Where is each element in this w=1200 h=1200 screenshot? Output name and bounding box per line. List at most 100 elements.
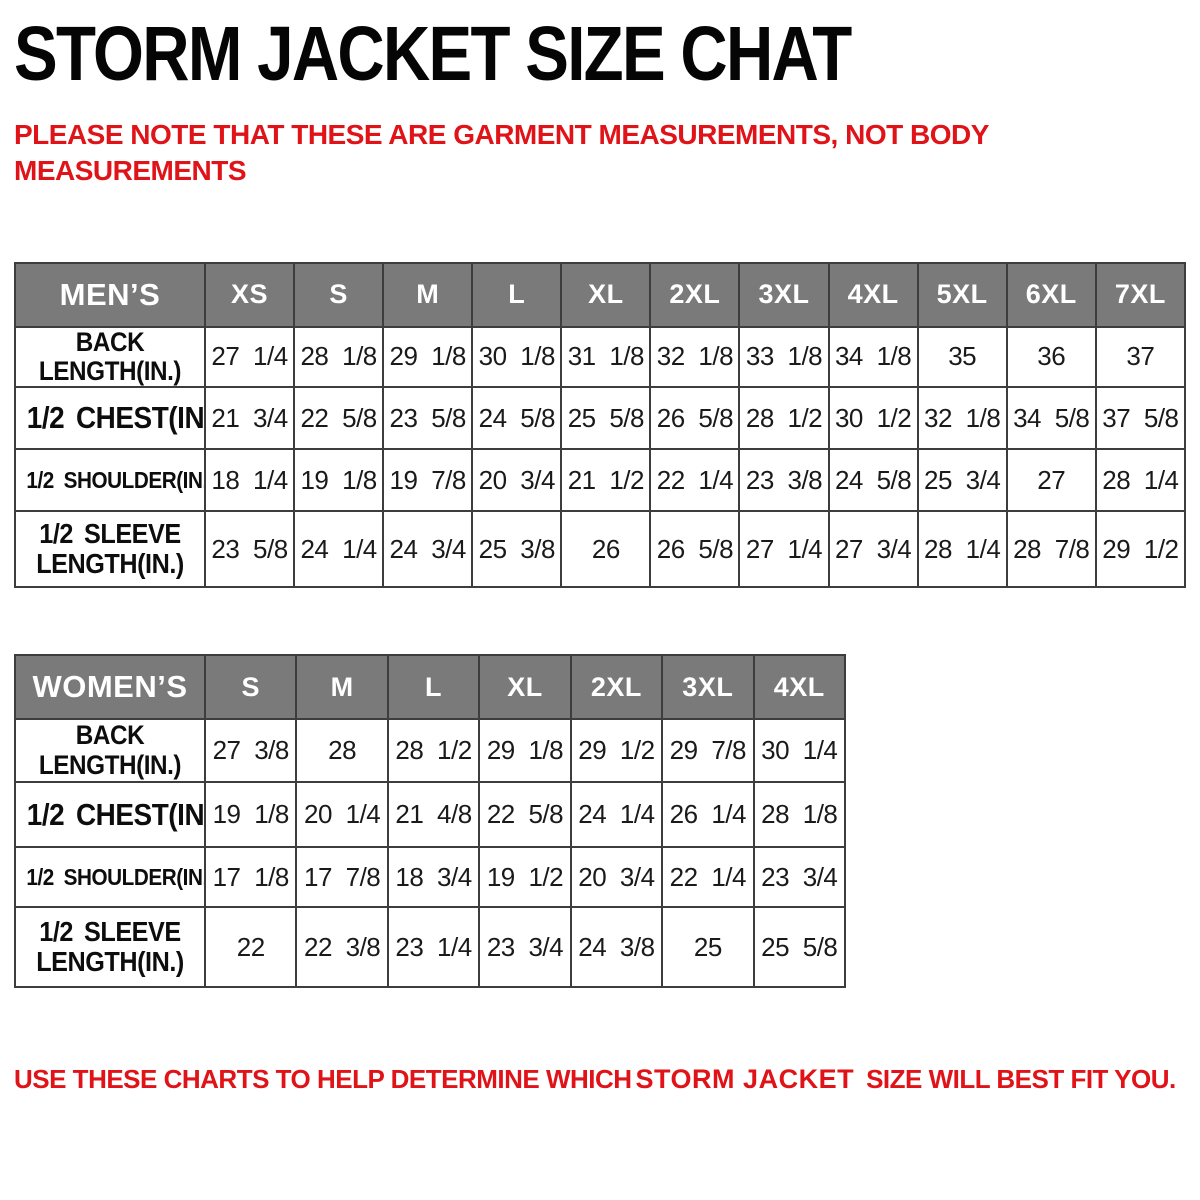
page-title-text: STORM JACKET SIZE CHAT bbox=[14, 11, 852, 97]
measurement-row: 1/2 CHEST(IN.) 19 1/8 20 1/4 21 4/8 22 5/8 24… bbox=[14, 781, 847, 849]
measurement-cell: 26 bbox=[560, 510, 652, 589]
measurement-cell: 28 1/4 bbox=[1094, 448, 1187, 513]
row-label: 1/2 CHEST(IN.) bbox=[14, 781, 206, 849]
measurement-cell: 37 bbox=[1094, 325, 1187, 389]
measurement-cell: 25 5/8 bbox=[560, 386, 652, 451]
measurement-cell: 25 5/8 bbox=[752, 906, 847, 989]
measurement-cell: 24 1/4 bbox=[569, 781, 664, 849]
size-column-header: L bbox=[471, 261, 563, 328]
measurement-cell: 30 1/2 bbox=[827, 386, 919, 451]
measurement-cell: 32 1/8 bbox=[649, 325, 741, 389]
measurement-cell: 19 1/8 bbox=[203, 781, 298, 849]
measurement-cell: 25 3/8 bbox=[471, 510, 563, 589]
size-column-header: 6XL bbox=[1005, 261, 1097, 328]
row-label: 1/2 SLEEVE LENGTH(IN.) bbox=[14, 510, 206, 589]
measurement-cell: 22 1/4 bbox=[649, 448, 741, 513]
measurement-cell: 30 1/4 bbox=[752, 718, 847, 784]
note-line-1: PLEASE NOTE THAT THESE ARE GARMENT MEASU… bbox=[14, 119, 989, 150]
note-line-2: MEASUREMENTS bbox=[14, 155, 247, 187]
measurement-cell: 19 1/2 bbox=[478, 846, 572, 909]
measurement-row: 1/2 SHOULDER(IN.) 18 1/4 19 1/8 19 7/8 20 3/… bbox=[14, 448, 1187, 513]
measurement-row: 1/2 CHEST(IN.) 21 3/4 22 5/8 23 5/8 24 5/8 25… bbox=[14, 386, 1187, 451]
size-column-header: 4XL bbox=[827, 261, 919, 328]
measurement-cell: 20 3/4 bbox=[569, 846, 664, 909]
measurement-cell: 28 1/8 bbox=[293, 325, 385, 389]
measurement-cell: 24 3/8 bbox=[569, 906, 664, 989]
size-column-header: 7XL bbox=[1094, 261, 1187, 328]
measurement-cell: 19 7/8 bbox=[382, 448, 474, 513]
measurement-cell: 28 7/8 bbox=[1005, 510, 1097, 589]
size-column-header: M bbox=[382, 261, 474, 328]
row-label: 1/2 SHOULDER(IN.) bbox=[14, 448, 206, 513]
measurement-cell: 28 1/2 bbox=[738, 386, 830, 451]
row-label: 1/2 SHOULDER(IN.) bbox=[14, 846, 206, 909]
footer-note: USE THESE CHARTS TO HELP DETERMINE WHICH… bbox=[14, 1064, 1186, 1095]
measurement-row: BACK LENGTH(IN.) 27 1/4 28 1/8 29 1/8 30 1/8 3… bbox=[14, 325, 1187, 389]
size-column-header: XS bbox=[203, 261, 296, 328]
measurement-cell: 29 1/2 bbox=[569, 718, 664, 784]
measurement-cell: 27 1/4 bbox=[738, 510, 830, 589]
measurement-row: BACK LENGTH(IN.) 27 3/8 28 28 1/2 29 1/8 29 1/… bbox=[14, 718, 847, 784]
measurement-cell: 25 bbox=[661, 906, 755, 989]
measurement-cell: 19 1/8 bbox=[293, 448, 385, 513]
page-title: STORM JACKET SIZE CHAT bbox=[14, 16, 1186, 93]
measurement-cell: 21 4/8 bbox=[386, 781, 481, 849]
measurement-cell: 26 5/8 bbox=[649, 510, 741, 589]
measurement-cell: 29 7/8 bbox=[661, 718, 755, 784]
measurement-cell: 32 1/8 bbox=[916, 386, 1008, 451]
measurement-cell: 22 5/8 bbox=[478, 781, 572, 849]
measurement-cell: 26 1/4 bbox=[661, 781, 755, 849]
footer-prefix: USE THESE CHARTS TO HELP DETERMINE WHICH bbox=[14, 1064, 632, 1095]
brand-name: STORM JACKET bbox=[635, 1064, 855, 1095]
measurement-cell: 34 5/8 bbox=[1005, 386, 1097, 451]
mens-size-table: MEN’S XS S M L XL 2XL 3XL 4XL 5XL 6XL 7XL BACK LENGTH… bbox=[14, 261, 1187, 589]
measurement-cell: 26 5/8 bbox=[649, 386, 741, 451]
table-corner-header: MEN’S bbox=[14, 261, 206, 328]
row-label: BACK LENGTH(IN.) bbox=[14, 325, 206, 389]
measurement-cell: 37 5/8 bbox=[1094, 386, 1187, 451]
measurement-cell: 23 3/8 bbox=[738, 448, 830, 513]
measurement-cell: 30 1/8 bbox=[471, 325, 563, 389]
size-chart-page: STORM JACKET SIZE CHAT PLEASE NOTE THAT … bbox=[14, 16, 1187, 1095]
measurement-cell: 21 1/2 bbox=[560, 448, 652, 513]
size-column-header: 2XL bbox=[569, 654, 664, 721]
measurement-cell: 20 1/4 bbox=[295, 781, 389, 849]
measurement-cell: 24 1/4 bbox=[293, 510, 385, 589]
measurement-cell: 29 1/2 bbox=[1094, 510, 1187, 589]
size-column-header: 3XL bbox=[661, 654, 755, 721]
measurement-cell: 23 1/4 bbox=[386, 906, 481, 989]
size-column-header: S bbox=[293, 261, 385, 328]
measurement-row: 1/2 SLEEVE LENGTH(IN.) 23 5/8 24 1/4 24 3/4 2… bbox=[14, 510, 1187, 589]
measurement-row: 1/2 SLEEVE LENGTH(IN.) 22 22 3/8 23 1/4 23 3/… bbox=[14, 906, 847, 989]
measurement-cell: 18 1/4 bbox=[203, 448, 296, 513]
measurement-cell: 31 1/8 bbox=[560, 325, 652, 389]
measurement-cell: 22 1/4 bbox=[661, 846, 755, 909]
footer-suffix: SIZE WILL BEST FIT YOU. bbox=[866, 1064, 1176, 1095]
measurement-cell: 24 5/8 bbox=[471, 386, 563, 451]
measurement-cell: 21 3/4 bbox=[203, 386, 296, 451]
measurement-cell: 28 bbox=[295, 718, 389, 784]
womens-size-table: WOMEN’S S M L XL 2XL 3XL 4XL BACK LENGTH(IN.) 27 3… bbox=[14, 654, 847, 989]
measurement-cell: 36 bbox=[1005, 325, 1097, 389]
measurement-cell: 23 3/4 bbox=[478, 906, 572, 989]
measurement-cell: 29 1/8 bbox=[478, 718, 572, 784]
size-column-header: XL bbox=[560, 261, 652, 328]
measurement-cell: 29 1/8 bbox=[382, 325, 474, 389]
row-label: BACK LENGTH(IN.) bbox=[14, 718, 206, 784]
measurement-cell: 18 3/4 bbox=[386, 846, 481, 909]
measurement-row: 1/2 SHOULDER(IN.) 17 1/8 17 7/8 18 3/4 19 1/… bbox=[14, 846, 847, 909]
measurement-cell: 22 3/8 bbox=[295, 906, 389, 989]
size-column-header: 4XL bbox=[752, 654, 847, 721]
measurement-cell: 22 bbox=[203, 906, 298, 989]
measurement-cell: 17 7/8 bbox=[295, 846, 389, 909]
size-column-header: S bbox=[203, 654, 298, 721]
measurement-cell: 23 5/8 bbox=[203, 510, 296, 589]
measurement-cell: 20 3/4 bbox=[471, 448, 563, 513]
measurement-cell: 23 5/8 bbox=[382, 386, 474, 451]
measurement-cell: 35 bbox=[916, 325, 1008, 389]
size-column-header: 3XL bbox=[738, 261, 830, 328]
measurement-cell: 27 1/4 bbox=[203, 325, 296, 389]
measurement-cell: 22 5/8 bbox=[293, 386, 385, 451]
row-label: 1/2 SLEEVE LENGTH(IN.) bbox=[14, 906, 206, 989]
size-column-header: L bbox=[386, 654, 481, 721]
